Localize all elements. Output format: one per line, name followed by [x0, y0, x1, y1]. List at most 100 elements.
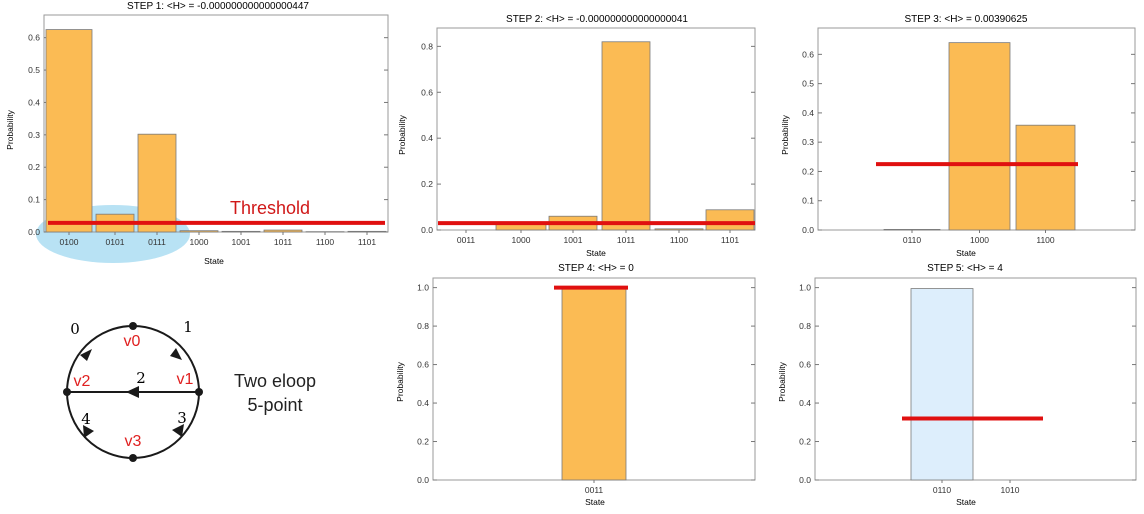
edge-label-3: 3: [177, 409, 187, 427]
chart-title-step-4: STEP 4: <H> = 0: [558, 263, 634, 274]
bar-1101: [347, 230, 387, 233]
y-axis-label-step-2: Probability: [397, 114, 407, 154]
arrow-edge-2: [126, 386, 139, 398]
y-tick-label: 0.2: [421, 179, 433, 189]
bar-1000: [948, 42, 1011, 231]
y-tick-label: 0.0: [417, 475, 429, 485]
x-tick-label: 0011: [457, 235, 476, 245]
x-tick-label: 1101: [358, 237, 377, 247]
x-tick-label: 1001: [232, 237, 251, 247]
y-tick-label: 0.2: [28, 162, 40, 172]
y-tick-label: 0.1: [802, 196, 814, 206]
bar-1100: [1015, 124, 1076, 231]
x-axis-label-step-2: State: [586, 248, 606, 258]
x-tick-label: 1101: [721, 235, 740, 245]
y-tick-label: 0.4: [799, 398, 811, 408]
plot-frame: [436, 27, 756, 231]
plot-area-step-3: 0.0 0.1 0.2 0.3 0.4 0.5 0.6 0110 1000 1100: [802, 27, 1136, 245]
chart-title-step-3: STEP 3: <H> = 0.00390625: [905, 14, 1028, 25]
y-tick-label: 0.0: [799, 475, 811, 485]
bar-0110: [883, 229, 941, 231]
y-tick-label: 0.5: [802, 79, 814, 89]
chart-step-4: 0.0 0.2 0.4 0.6 0.8 1.0 0011 STEP 4: <H> = 0 P…: [395, 263, 756, 507]
y-tick-label: 0.2: [417, 437, 429, 447]
x-tick-label: 1011: [274, 237, 293, 247]
y-tick-label: 0.6: [421, 87, 433, 97]
y-tick-label: 0.0: [28, 227, 40, 237]
y-tick-label: 0.4: [802, 108, 814, 118]
plot-area-step-1: 0.0 0.1 0.2 0.3 0.4 0.5 0.6 0100 0101 0111 1000 100…: [28, 14, 389, 247]
threshold-label: Threshold: [230, 198, 310, 218]
y-tick-label: 0.8: [799, 321, 811, 331]
bar-0111: [137, 133, 177, 233]
x-tick-label: 0111: [148, 237, 166, 247]
plot-frame: [43, 14, 389, 233]
vertex-left: [63, 388, 71, 396]
y-tick-label: 0.6: [799, 360, 811, 370]
x-tick-label: 1001: [564, 235, 583, 245]
y-tick-label: 0.6: [802, 49, 814, 59]
vertex-top: [129, 322, 137, 330]
bar-0100: [45, 29, 93, 233]
arrow-edge-1: [170, 348, 182, 360]
x-tick-label: 1100: [1036, 235, 1055, 245]
edge-label-4: 4: [81, 410, 91, 428]
y-tick-label: 0.6: [28, 33, 40, 43]
bar-1000: [495, 223, 547, 231]
y-tick-label: 0.4: [417, 398, 429, 408]
vertex-label-v0: v0: [124, 333, 141, 350]
vertex-bottom: [129, 454, 137, 462]
edge-label-2: 2: [136, 369, 146, 387]
y-tick-label: 1.0: [799, 283, 811, 293]
bar-0110: [910, 288, 974, 481]
bar-1011: [263, 229, 303, 233]
x-tick-label: 1000: [512, 235, 531, 245]
x-axis-label-step-3: State: [956, 248, 976, 258]
vertex-label-v1: v1: [177, 371, 194, 388]
bar-0011: [561, 287, 627, 481]
x-tick-label: 1000: [190, 237, 209, 247]
vertex-right: [195, 388, 203, 396]
chart-title-step-1: STEP 1: <H> = -0.000000000000000447: [127, 1, 309, 12]
y-tick-label: 0.3: [28, 130, 40, 140]
y-tick-label: 0.2: [802, 166, 814, 176]
x-tick-label: 1000: [970, 235, 989, 245]
chart-title-step-2: STEP 2: <H> = -0.000000000000000041: [506, 14, 688, 25]
diagram-caption-line-1: Two eloop: [234, 371, 316, 391]
y-tick-label: 0.1: [28, 195, 40, 205]
chart-step-3: 0.0 0.1 0.2 0.3 0.4 0.5 0.6 0110 1000 1100 STEP 3…: [780, 14, 1136, 258]
x-tick-label: 0110: [933, 485, 952, 495]
x-tick-label: 0100: [60, 237, 79, 247]
diagram-caption-line-2: 5-point: [247, 395, 302, 415]
bar-1011: [601, 41, 651, 231]
y-tick-label: 0.3: [802, 137, 814, 147]
arrow-edge-4: [83, 425, 94, 438]
y-tick-label: 0.4: [421, 133, 433, 143]
y-tick-label: 0.0: [802, 225, 814, 235]
arrow-edge-3: [172, 424, 184, 437]
x-axis-label-step-1: State: [204, 256, 224, 266]
edge-label-1: 1: [183, 318, 193, 336]
x-tick-label: 1010: [1001, 485, 1020, 495]
plot-area-step-2: 0.0 0.2 0.4 0.6 0.8 0011 1000 1001 1011 1100 1101: [421, 27, 756, 245]
arrow-edge-0: [80, 349, 92, 361]
y-tick-label: 1.0: [417, 283, 429, 293]
x-tick-label: 0011: [585, 485, 604, 495]
y-tick-label: 0.5: [28, 65, 40, 75]
x-tick-label: 1100: [670, 235, 689, 245]
bar-1001: [221, 230, 261, 233]
y-tick-label: 0.0: [421, 225, 433, 235]
y-axis-label-step-1: Probability: [5, 109, 15, 149]
y-tick-label: 0.6: [417, 360, 429, 370]
x-tick-label: 1011: [617, 235, 636, 245]
y-tick-label: 0.4: [28, 97, 40, 107]
chart-title-step-5: STEP 5: <H> = 4: [927, 263, 1003, 274]
y-axis-label-step-3: Probability: [780, 114, 790, 154]
plot-area-step-5: 0.0 0.2 0.4 0.6 0.8 1.0 0110 1010: [799, 277, 1137, 495]
chart-step-1: 0.0 0.1 0.2 0.3 0.4 0.5 0.6 0100 0101 0111 1000 100…: [5, 1, 389, 266]
y-tick-label: 0.8: [417, 321, 429, 331]
y-axis-label-step-4: Probability: [395, 361, 405, 401]
y-axis-label-step-5: Probability: [777, 361, 787, 401]
